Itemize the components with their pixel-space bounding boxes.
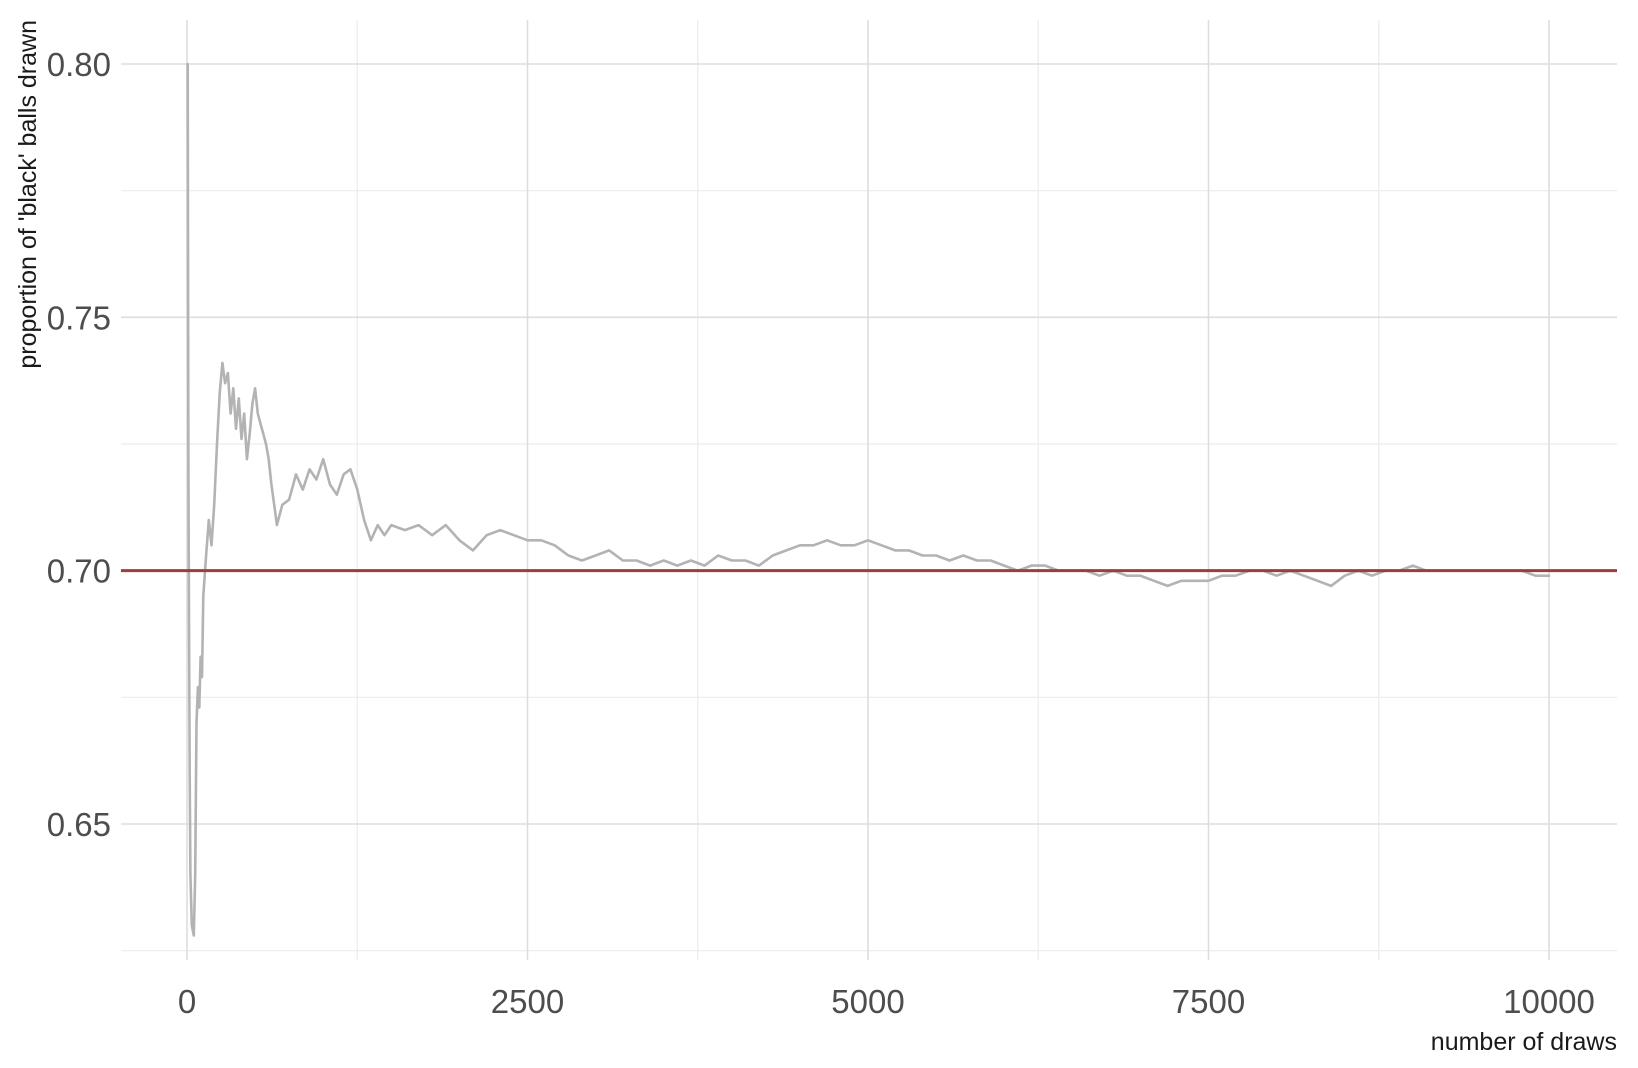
- x-tick-label: 7500: [1172, 983, 1245, 1020]
- grid-layer: [121, 20, 1617, 960]
- y-axis-title: proportion of 'black' balls drawn: [14, 20, 42, 369]
- x-tick-label: 2500: [491, 983, 564, 1020]
- data-layer: [121, 62, 1617, 937]
- x-tick-label: 10000: [1503, 983, 1595, 1020]
- y-tick-label: 0.75: [47, 299, 111, 336]
- axis-layer: 0 2500 5000 7500 10000 0.65 0.70 0.75 0.80: [47, 46, 1595, 1020]
- y-tick-label: 0.65: [47, 806, 111, 843]
- x-tick-label: 5000: [831, 983, 904, 1020]
- y-tick-label: 0.80: [47, 46, 111, 83]
- x-tick-label: 0: [178, 983, 196, 1020]
- proportion-series-line: [186, 62, 1551, 937]
- x-axis-title: number of draws: [1431, 1028, 1617, 1056]
- y-tick-label: 0.70: [47, 553, 111, 590]
